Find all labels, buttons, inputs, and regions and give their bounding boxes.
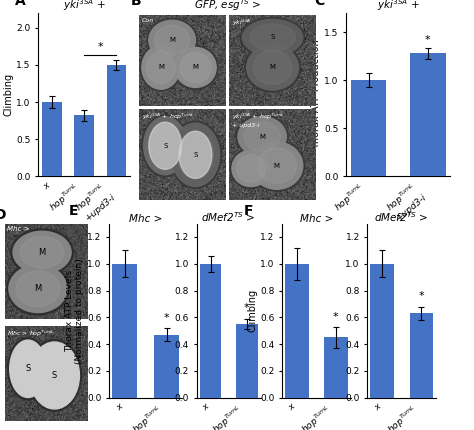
Text: Con: Con xyxy=(142,18,154,22)
Ellipse shape xyxy=(237,155,265,182)
Y-axis label: Thorax ATP Production: Thorax ATP Production xyxy=(311,40,321,150)
Text: yki$^{3SA}$: yki$^{3SA}$ xyxy=(232,18,251,28)
Text: S: S xyxy=(25,364,31,373)
Ellipse shape xyxy=(250,24,295,51)
Ellipse shape xyxy=(173,46,218,89)
Ellipse shape xyxy=(147,18,197,62)
Ellipse shape xyxy=(11,229,73,276)
Text: M: M xyxy=(192,64,199,71)
Text: M: M xyxy=(270,64,275,71)
Ellipse shape xyxy=(149,124,182,168)
Ellipse shape xyxy=(253,50,292,84)
Y-axis label: Thorax ATP Levels
(Normalized to protein): Thorax ATP Levels (Normalized to protein… xyxy=(65,258,84,363)
Text: E: E xyxy=(69,204,78,218)
Text: F: F xyxy=(244,204,254,218)
Ellipse shape xyxy=(232,150,270,187)
Ellipse shape xyxy=(13,231,71,273)
Ellipse shape xyxy=(9,340,46,397)
Ellipse shape xyxy=(236,115,288,158)
Ellipse shape xyxy=(16,271,60,307)
Ellipse shape xyxy=(140,44,182,91)
Ellipse shape xyxy=(238,117,286,157)
Text: M: M xyxy=(169,37,175,43)
Text: S: S xyxy=(163,143,167,149)
Ellipse shape xyxy=(29,342,80,409)
Bar xyxy=(107,65,126,176)
Title: dMef2$^{TS}$ >: dMef2$^{TS}$ > xyxy=(201,210,256,224)
Text: *: * xyxy=(164,313,169,323)
Title: yki$^{3SA}$ +: yki$^{3SA}$ + xyxy=(63,0,106,13)
Bar xyxy=(285,264,309,398)
Text: Mhc > hop$^{TumL}$: Mhc > hop$^{TumL}$ xyxy=(7,329,55,339)
Text: B: B xyxy=(130,0,141,8)
Ellipse shape xyxy=(177,131,214,178)
Text: yki$^{3SA}$ + hop$^{TumL}$: yki$^{3SA}$ + hop$^{TumL}$ xyxy=(142,112,195,123)
Ellipse shape xyxy=(249,140,304,191)
Ellipse shape xyxy=(9,265,67,313)
Ellipse shape xyxy=(142,46,180,89)
Ellipse shape xyxy=(144,117,187,175)
Text: M: M xyxy=(34,284,42,293)
Text: S: S xyxy=(52,371,57,380)
Text: Mhc >: Mhc > xyxy=(7,227,30,233)
Ellipse shape xyxy=(171,123,219,187)
Text: C: C xyxy=(315,0,325,8)
Ellipse shape xyxy=(241,18,304,58)
Text: *: * xyxy=(333,311,339,322)
Bar xyxy=(351,80,386,176)
Ellipse shape xyxy=(7,262,69,315)
Ellipse shape xyxy=(27,340,82,412)
Y-axis label: Climbing: Climbing xyxy=(247,289,257,332)
Ellipse shape xyxy=(257,148,296,184)
Ellipse shape xyxy=(245,43,300,92)
Bar xyxy=(410,313,433,398)
Ellipse shape xyxy=(180,52,211,83)
Bar xyxy=(371,264,394,398)
Ellipse shape xyxy=(175,47,216,87)
Title: GFP, esg$^{TS}$ >: GFP, esg$^{TS}$ > xyxy=(194,0,261,13)
Ellipse shape xyxy=(179,131,212,178)
Title: Mhc >: Mhc > xyxy=(300,214,333,224)
Ellipse shape xyxy=(246,45,299,90)
Ellipse shape xyxy=(230,148,272,188)
Ellipse shape xyxy=(146,51,175,84)
Ellipse shape xyxy=(8,338,48,400)
Bar xyxy=(42,102,62,176)
Bar xyxy=(410,53,446,176)
Ellipse shape xyxy=(149,122,182,169)
Bar xyxy=(200,264,221,398)
Text: M: M xyxy=(38,248,46,257)
Title: Mhc >: Mhc > xyxy=(129,214,163,224)
Text: M: M xyxy=(274,163,280,169)
Ellipse shape xyxy=(155,25,190,55)
Ellipse shape xyxy=(251,142,303,189)
Ellipse shape xyxy=(170,121,221,188)
Bar xyxy=(236,324,258,398)
Text: A: A xyxy=(15,0,26,8)
Bar xyxy=(154,335,179,398)
Title: dMef2$^{TS}$ >: dMef2$^{TS}$ > xyxy=(374,210,429,224)
Text: M: M xyxy=(158,64,164,71)
Ellipse shape xyxy=(244,122,280,152)
Title: yki$^{3SA}$ +: yki$^{3SA}$ + xyxy=(377,0,419,13)
Bar xyxy=(112,264,137,398)
Bar xyxy=(324,338,347,398)
Text: *: * xyxy=(425,35,430,45)
Text: *: * xyxy=(98,42,103,52)
Text: *: * xyxy=(419,292,424,301)
Ellipse shape xyxy=(149,20,195,60)
Text: *: * xyxy=(244,304,250,313)
Bar xyxy=(74,115,94,176)
Ellipse shape xyxy=(142,115,189,177)
Y-axis label: Climbing: Climbing xyxy=(3,73,13,116)
Ellipse shape xyxy=(242,19,303,55)
Text: D: D xyxy=(0,208,6,222)
Text: yki$^{3SA}$ + hop$^{TumL}$
+ upd3-i: yki$^{3SA}$ + hop$^{TumL}$ + upd3-i xyxy=(232,112,285,128)
Text: S: S xyxy=(193,152,198,158)
Ellipse shape xyxy=(20,237,64,268)
Text: M: M xyxy=(259,134,265,140)
Text: S: S xyxy=(270,34,275,40)
